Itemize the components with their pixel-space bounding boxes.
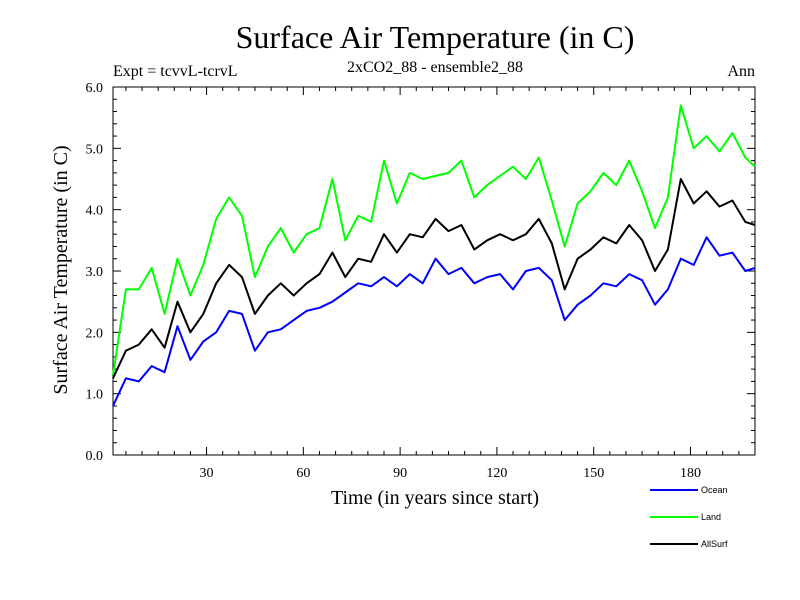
y-axis-label: Surface Air Temperature (in C) bbox=[50, 145, 72, 394]
legend-label-land: Land bbox=[701, 512, 721, 522]
axis-tick-labels: 0.0 1.0 2.0 3.0 4.0 5.0 6.0 30 60 90 120 150 180 bbox=[86, 81, 701, 481]
x-axis-label: Time (in years since start) bbox=[331, 487, 539, 509]
x-tick-label: 60 bbox=[296, 466, 310, 481]
expt-label: Expt = tcvvL-tcrvL bbox=[113, 63, 238, 80]
series-line-ocean bbox=[112, 236, 756, 407]
x-tick-label: 150 bbox=[583, 466, 604, 481]
y-tick-label: 4.0 bbox=[86, 204, 104, 219]
legend-label-ocean: Ocean bbox=[701, 485, 728, 495]
legend: Ocean Land AllSurf bbox=[650, 485, 728, 549]
series-lines bbox=[112, 104, 756, 407]
y-tick-label: 5.0 bbox=[86, 142, 104, 157]
x-tick-label: 90 bbox=[393, 466, 407, 481]
chart-subtitle: 2xCO2_88 - ensemble2_88 bbox=[347, 59, 523, 76]
chart-title: Surface Air Temperature (in C) bbox=[236, 19, 635, 55]
y-tick-label: 2.0 bbox=[86, 326, 104, 341]
season-label: Ann bbox=[727, 63, 755, 80]
y-tick-label: 6.0 bbox=[86, 81, 104, 96]
series-line-land bbox=[112, 104, 756, 376]
x-tick-label: 30 bbox=[200, 466, 214, 481]
axis-ticks bbox=[113, 86, 755, 456]
plot-frame bbox=[112, 86, 756, 456]
series-line-allsurf bbox=[112, 178, 756, 379]
x-tick-label: 120 bbox=[486, 466, 507, 481]
y-tick-label: 3.0 bbox=[86, 265, 104, 280]
legend-label-allsurf: AllSurf bbox=[701, 539, 728, 549]
y-tick-label: 0.0 bbox=[86, 449, 104, 464]
x-tick-label: 180 bbox=[680, 466, 701, 481]
y-tick-label: 1.0 bbox=[86, 388, 104, 403]
